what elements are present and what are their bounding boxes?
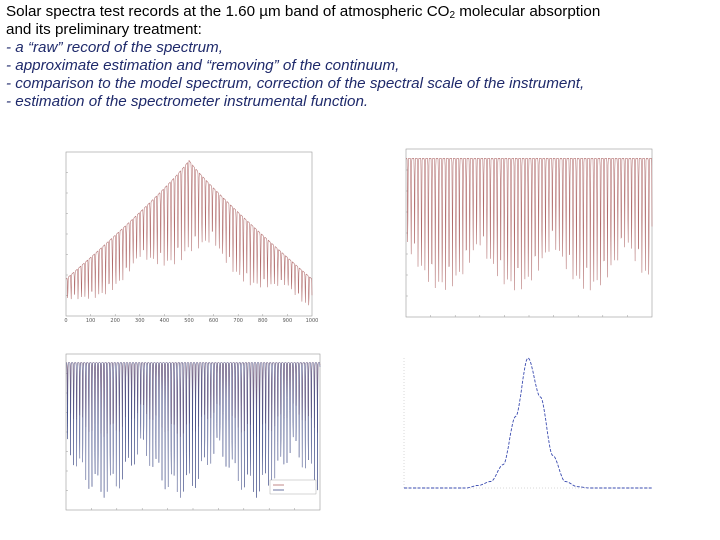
legend: [269, 479, 317, 495]
heading-line-2: and its preliminary treatment:: [6, 21, 202, 38]
x-tick-label: 500: [184, 318, 194, 324]
plot-frame: [405, 148, 653, 318]
bullet-continuum-removal: - approximate estimation and “removing” …: [6, 57, 400, 74]
slide-heading: Solar spectra test records at the 1.60 µ…: [6, 3, 718, 111]
instrument-function-svg: [403, 357, 652, 489]
spectrum-series-line: [65, 159, 313, 306]
spectrum-series-line: [66, 362, 321, 498]
x-tick-label: 900: [283, 318, 293, 324]
bullet-model-comparison: - comparison to the model spectrum, corr…: [6, 75, 585, 92]
bullet-instrument-function: - estimation of the spectrometer instrum…: [6, 93, 369, 110]
x-tick-label: 700: [233, 318, 243, 324]
plot-frame: [65, 151, 313, 317]
x-tick-label: 400: [160, 318, 170, 324]
x-tick-label: 1000: [306, 318, 319, 324]
instrument-function-line: [404, 357, 652, 489]
x-tick-label: 300: [135, 318, 145, 324]
x-tick-label: 200: [110, 318, 120, 324]
x-tick-label: 600: [209, 318, 219, 324]
instrument-function-plot: [392, 350, 664, 522]
x-tick-label: 800: [258, 318, 268, 324]
x-tick-label: 100: [86, 318, 96, 324]
spectrum-series-line: [406, 158, 653, 291]
raw-spectrum-plot: 0 100 200 300 400 500 600 700 800 900 1000: [58, 148, 320, 324]
model-comparison-plot: [44, 350, 326, 522]
bullet-raw-record: - a “raw” record of the spectrum,: [6, 39, 223, 56]
heading-line-1: Solar spectra test records at the 1.60 µ…: [6, 3, 601, 21]
continuum-removed-plot: [398, 145, 660, 323]
legend-box: [269, 479, 317, 495]
continuum-removed-svg: [405, 148, 653, 318]
raw-spectrum-svg: 0 100 200 300 400 500 600 700 800 900 1000: [64, 151, 319, 324]
model-comparison-svg: [65, 353, 321, 511]
x-tick-label: 0: [64, 318, 67, 324]
